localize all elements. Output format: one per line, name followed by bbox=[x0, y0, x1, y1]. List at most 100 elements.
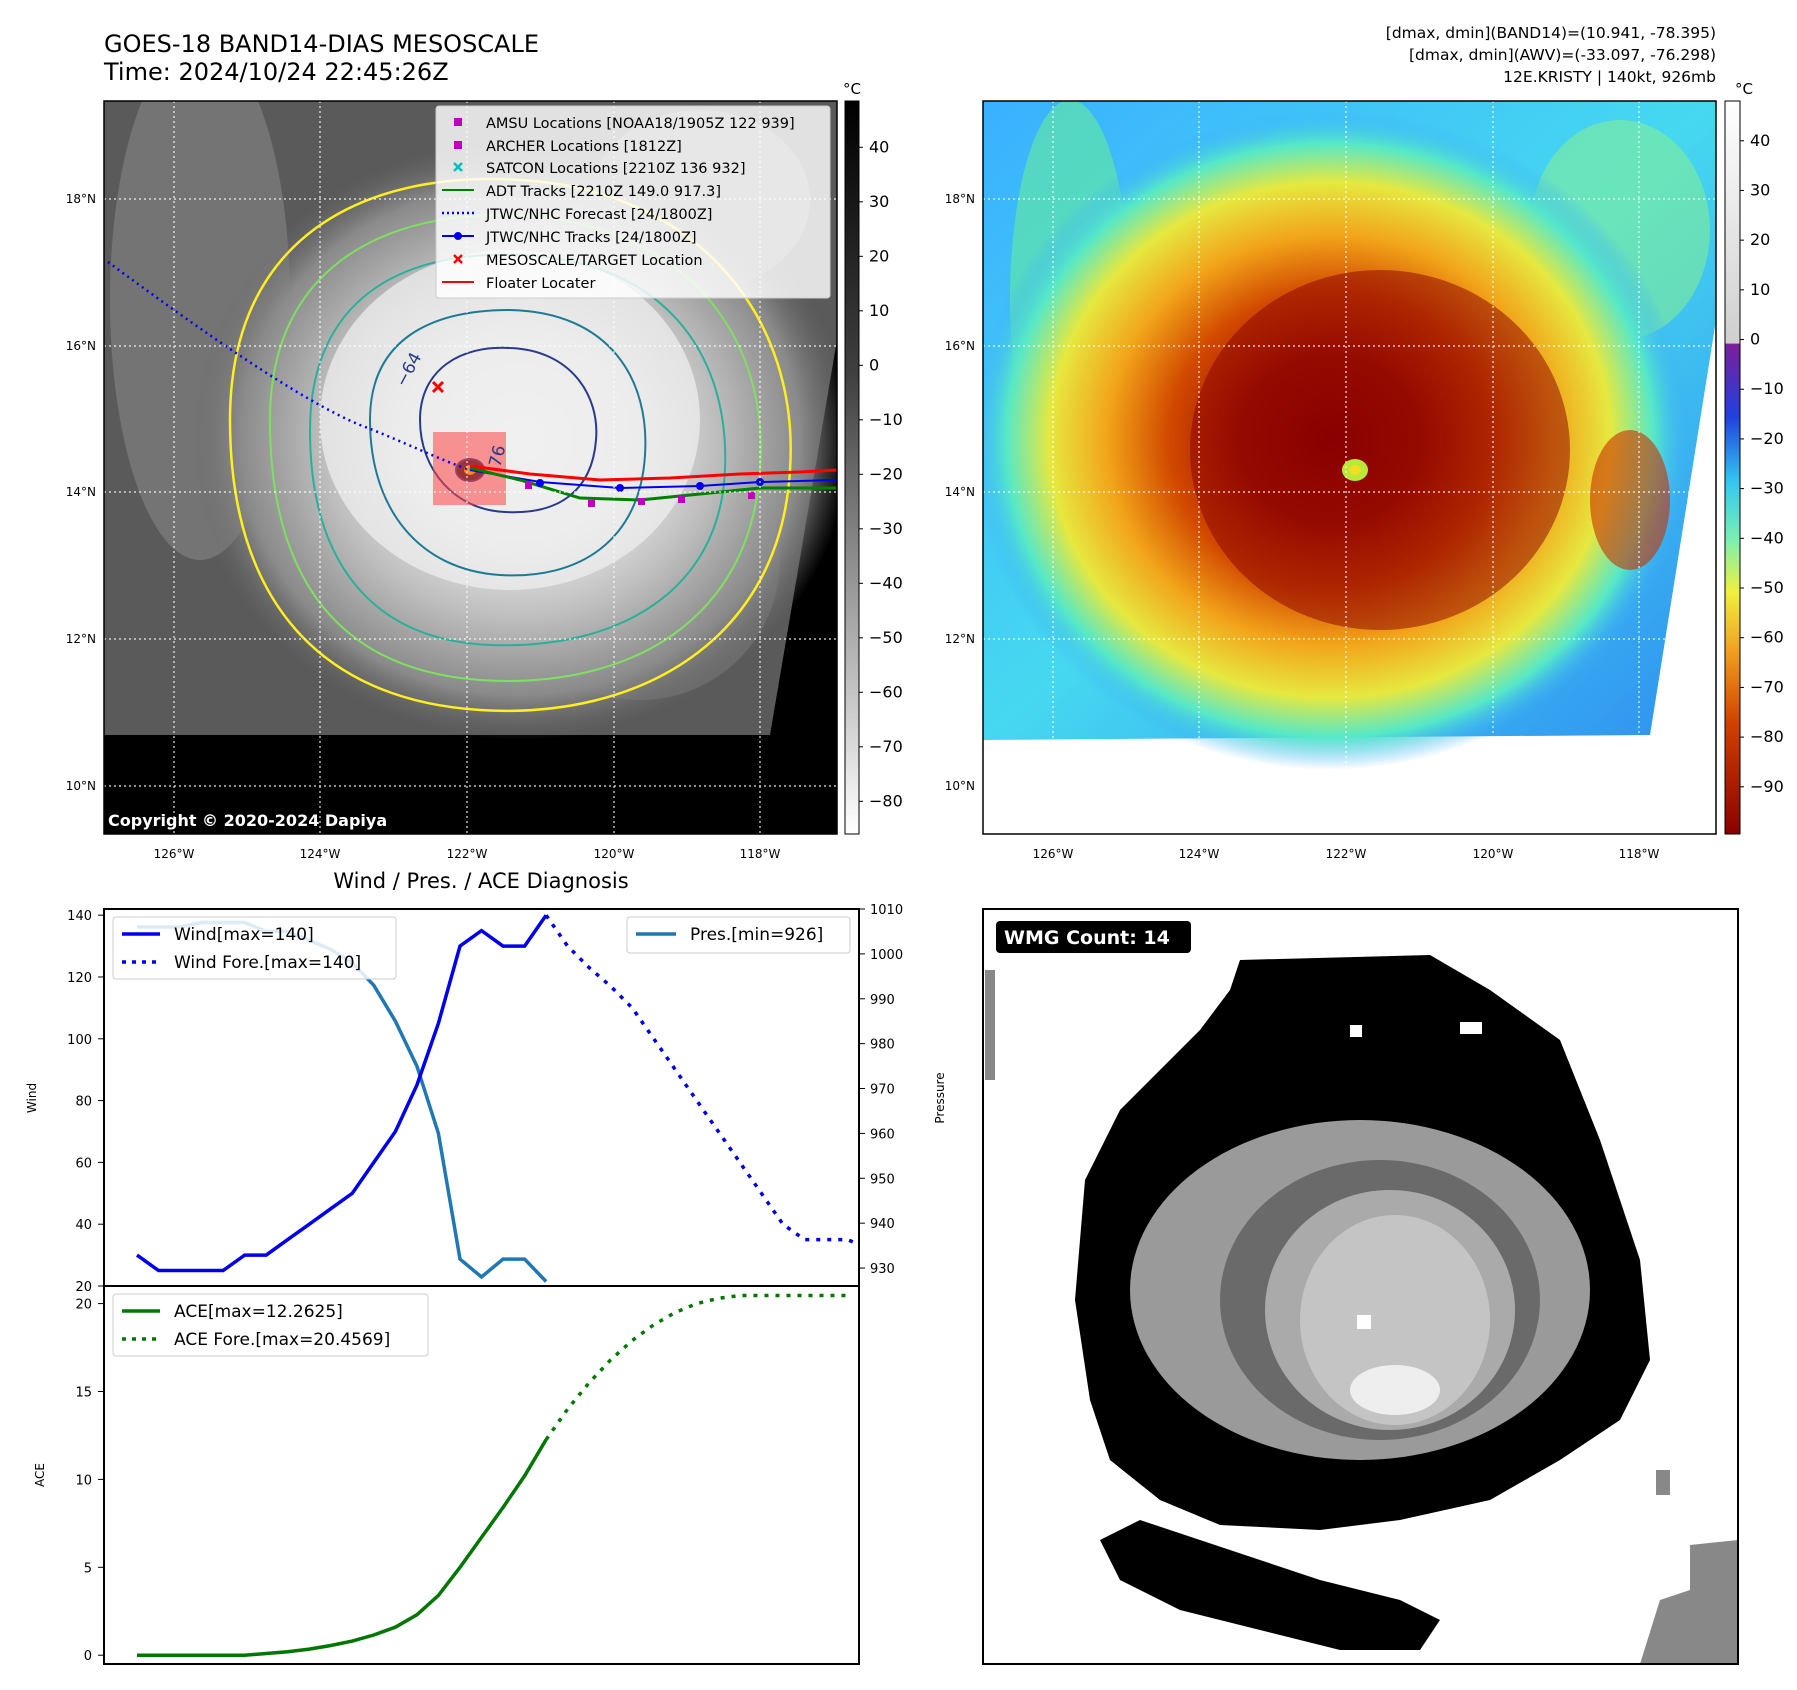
pressure-tick: 950 bbox=[870, 1172, 895, 1187]
pressure-tick: 990 bbox=[870, 993, 895, 1008]
lat-tick: 12°N bbox=[945, 632, 975, 646]
left-cbar-tick: −20 bbox=[869, 464, 903, 483]
right-cbar-tick: −20 bbox=[1750, 429, 1784, 448]
figure-title: GOES-18 BAND14-DIAS MESOSCALE bbox=[104, 30, 539, 58]
lat-tick: 14°N bbox=[66, 485, 96, 499]
left-colorbar: °C 40 30 20 10 0 −10 −20 −30 −40 −50 −60 −70 −80 bbox=[843, 80, 903, 835]
wmg-count: WMG Count: 14 bbox=[1004, 927, 1170, 949]
right-cbar-tick: 20 bbox=[1750, 230, 1770, 249]
right-cbar-tick: 0 bbox=[1750, 330, 1760, 349]
left-cbar-tick: 20 bbox=[869, 246, 889, 265]
lat-tick: 16°N bbox=[945, 339, 975, 353]
info-band14-range: [dmax, dmin](BAND14)=(10.941, -78.395) bbox=[1386, 24, 1716, 42]
legend-wind: Wind[max=140] bbox=[174, 925, 314, 945]
left-cbar-tick: −60 bbox=[869, 682, 903, 701]
lon-tick: 124°W bbox=[1179, 847, 1220, 861]
ace-axis-label: ACE bbox=[33, 1463, 47, 1487]
wind-tick: 120 bbox=[67, 971, 92, 986]
info-storm: 12E.KRISTY | 140kt, 926mb bbox=[1503, 68, 1716, 86]
target-marker bbox=[431, 380, 445, 394]
left-cbar-tick: 40 bbox=[869, 137, 889, 156]
lon-tick: 122°W bbox=[1326, 847, 1367, 861]
left-map-legend: AMSU Locations [NOAA18/1905Z 122 939] AR… bbox=[435, 105, 831, 299]
ace-tick: 10 bbox=[75, 1473, 92, 1488]
left-cbar-tick: −70 bbox=[869, 737, 903, 756]
ace-tick: 5 bbox=[84, 1561, 92, 1576]
pressure-tick: 980 bbox=[870, 1038, 895, 1053]
left-cbar-tick: −50 bbox=[869, 628, 903, 647]
lat-tick: 16°N bbox=[66, 339, 96, 353]
legend-archer-marker bbox=[454, 141, 462, 149]
lon-tick: 126°W bbox=[1033, 847, 1074, 861]
pressure-tick: 940 bbox=[870, 1217, 895, 1232]
ace-legend: ACE[max=12.2625] ACE Fore.[max=20.4569] bbox=[112, 1293, 429, 1357]
left-cbar-tick: 0 bbox=[869, 355, 879, 374]
jtwc-track bbox=[469, 469, 837, 490]
lon-tick: 118°W bbox=[1619, 847, 1660, 861]
left-cbar-tick: −30 bbox=[869, 519, 903, 538]
wind-tick: 40 bbox=[75, 1218, 92, 1233]
wind-tick: 20 bbox=[75, 1280, 92, 1295]
lon-tick: 118°W bbox=[740, 847, 781, 861]
left-cbar-tick: 30 bbox=[869, 192, 889, 211]
lon-tick: 120°W bbox=[594, 847, 635, 861]
left-cbar-unit: °C bbox=[843, 80, 861, 98]
lat-tick: 12°N bbox=[66, 632, 96, 646]
ace-chart: 0 5 10 15 20 ACE ACE[max=12.2625] ACE Fore.[… bbox=[33, 1285, 860, 1665]
lat-tick: 14°N bbox=[945, 485, 975, 499]
wind-legend: Wind[max=140] Wind Fore.[max=140] bbox=[112, 916, 397, 980]
right-cbar-tick: 30 bbox=[1750, 180, 1770, 199]
legend-amsu-marker bbox=[454, 118, 462, 126]
right-cbar-tick: 40 bbox=[1750, 131, 1770, 150]
legend-floater: Floater Locater bbox=[486, 276, 595, 292]
pressure-legend: Pres.[min=926] bbox=[626, 916, 851, 954]
wind-tick: 80 bbox=[75, 1095, 92, 1110]
jtwc-forecast-track bbox=[107, 260, 471, 472]
legend-amsu: AMSU Locations [NOAA18/1905Z 122 939] bbox=[486, 116, 795, 132]
legend-target-marker bbox=[453, 254, 463, 264]
right-cbar-tick: −90 bbox=[1750, 777, 1784, 796]
pressure-tick: 930 bbox=[870, 1262, 895, 1277]
ace-series bbox=[137, 1438, 548, 1657]
right-cbar-tick: −60 bbox=[1750, 628, 1784, 647]
right-cbar-tick: −50 bbox=[1750, 578, 1784, 597]
legend-target: MESOSCALE/TARGET Location bbox=[486, 253, 703, 269]
ace-tick: 15 bbox=[75, 1385, 92, 1400]
ace-tick: 20 bbox=[75, 1298, 92, 1313]
lon-tick: 124°W bbox=[300, 847, 341, 861]
legend-wind-fore: Wind Fore.[max=140] bbox=[174, 953, 361, 973]
right-cbar-tick: −40 bbox=[1750, 528, 1784, 547]
left-cbar-tick: 10 bbox=[869, 301, 889, 320]
right-ir-map: 126°W 124°W 122°W 120°W 118°W 18°N 16°N … bbox=[945, 80, 1784, 861]
legend-archer: ARCHER Locations [1812Z] bbox=[486, 139, 682, 155]
wind-axis-label: Wind bbox=[25, 1083, 39, 1113]
legend-pressure: Pres.[min=926] bbox=[690, 925, 823, 945]
pressure-tick: 960 bbox=[870, 1127, 895, 1142]
chart-title: Wind / Pres. / ACE Diagnosis bbox=[333, 869, 628, 893]
legend-ace-fore: ACE Fore.[max=20.4569] bbox=[174, 1330, 390, 1350]
left-cbar-tick: −10 bbox=[869, 410, 903, 429]
pressure-tick: 1000 bbox=[870, 948, 903, 963]
right-cbar-unit: °C bbox=[1735, 80, 1753, 98]
legend-satcon-marker bbox=[453, 162, 463, 172]
wmg-panel: WMG Count: 14 bbox=[982, 908, 1739, 1665]
lat-tick: 10°N bbox=[66, 779, 96, 793]
lon-tick: 122°W bbox=[447, 847, 488, 861]
right-colorbar: °C 40 30 20 10 0 −10 −20 −30 −40 −50 −60 −70 −80 −90 bbox=[1724, 80, 1784, 835]
legend-ace: ACE[max=12.2625] bbox=[174, 1302, 343, 1322]
left-cbar-tick: −80 bbox=[869, 791, 903, 810]
wmg-badge bbox=[996, 921, 1191, 953]
wind-tick: 140 bbox=[67, 909, 92, 924]
left-ir-map: −64 76 Copyright © 2020-2024 Dapiya AMSU… bbox=[66, 80, 903, 861]
wind-series bbox=[135, 914, 548, 1273]
legend-satcon: SATCON Locations [2210Z 136 932] bbox=[486, 161, 745, 177]
legend-forecast: JTWC/NHC Forecast [24/1800Z] bbox=[485, 207, 712, 223]
wind-tick: 100 bbox=[67, 1033, 92, 1048]
pressure-tick: 1010 bbox=[870, 903, 903, 918]
right-cbar-tick: −80 bbox=[1750, 727, 1784, 746]
pressure-axis-label: Pressure bbox=[933, 1072, 947, 1123]
legend-tracks: JTWC/NHC Tracks [24/1800Z] bbox=[485, 230, 697, 246]
info-awv-range: [dmax, dmin](AWV)=(-33.097, -76.298) bbox=[1409, 46, 1716, 64]
legend-adt: ADT Tracks [2210Z 149.0 917.3] bbox=[486, 184, 721, 200]
left-cbar-tick: −40 bbox=[869, 573, 903, 592]
